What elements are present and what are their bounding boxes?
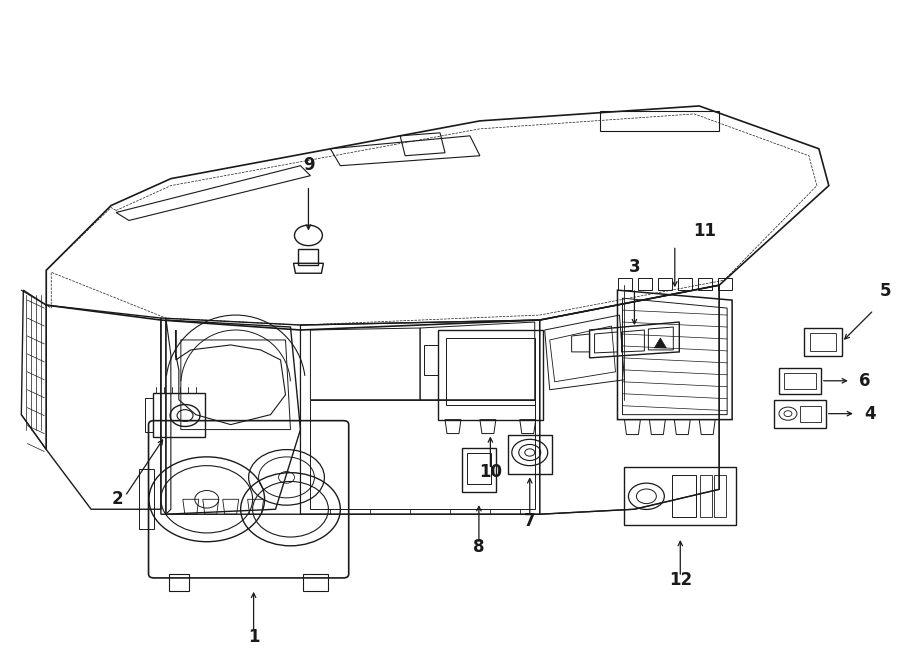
Text: 12: 12 (669, 571, 692, 589)
Text: 5: 5 (880, 282, 891, 300)
Polygon shape (654, 338, 666, 348)
Text: 11: 11 (693, 222, 716, 241)
Text: 8: 8 (473, 538, 485, 556)
Text: 4: 4 (864, 405, 876, 422)
Text: 9: 9 (302, 155, 314, 174)
Text: 3: 3 (628, 258, 640, 276)
Text: 6: 6 (859, 371, 870, 390)
Text: 2: 2 (112, 490, 122, 508)
Text: 7: 7 (524, 512, 536, 530)
Text: 10: 10 (479, 463, 502, 481)
Text: 1: 1 (248, 628, 259, 646)
